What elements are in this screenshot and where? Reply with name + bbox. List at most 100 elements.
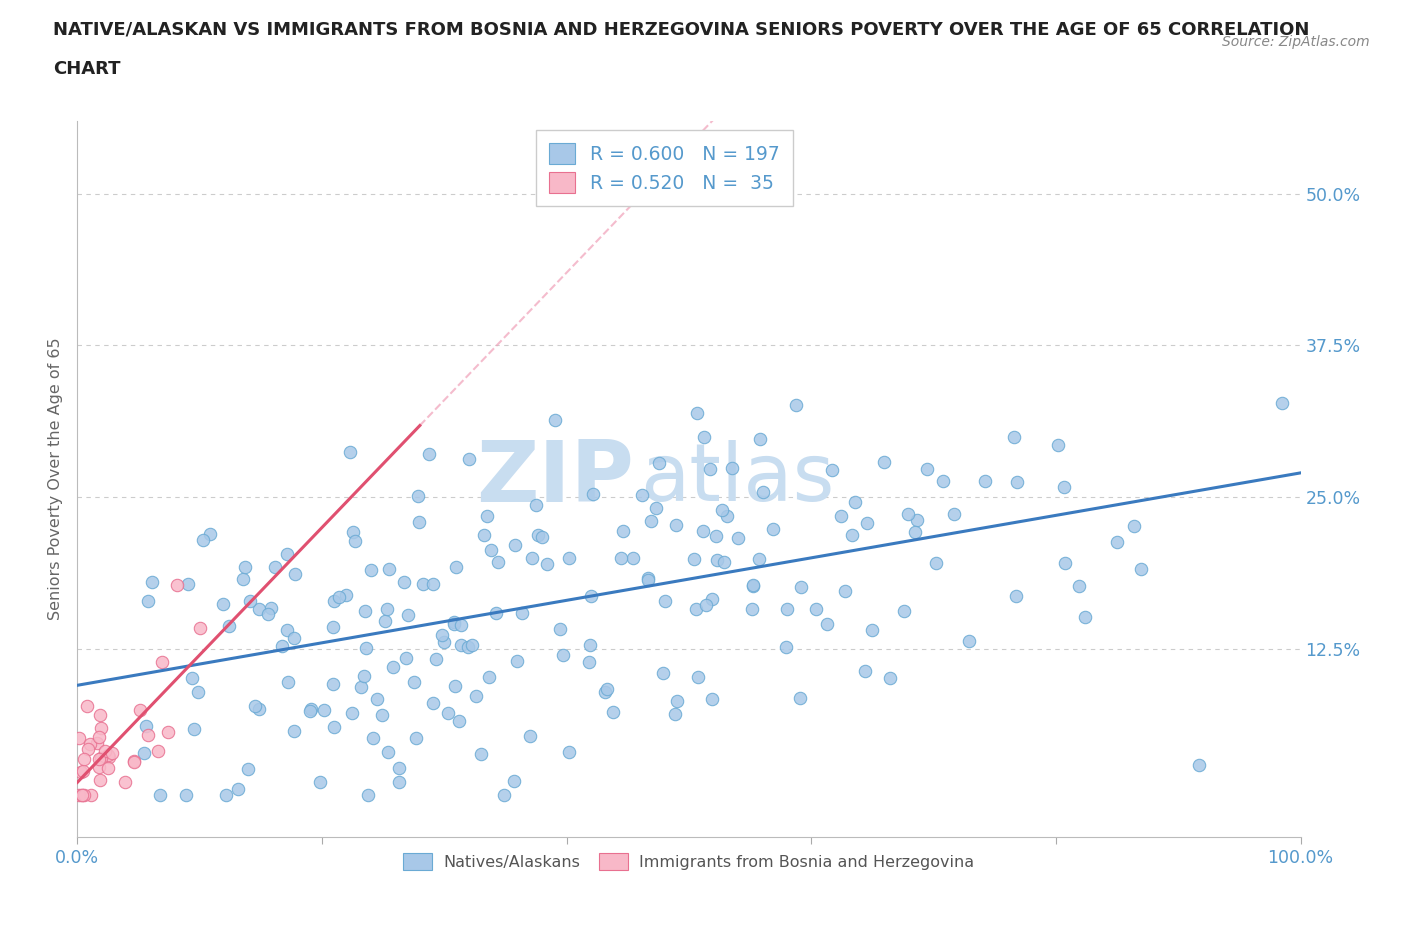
Point bbox=[260, 601, 283, 616]
Point bbox=[693, 430, 716, 445]
Text: atlas: atlas bbox=[640, 440, 834, 518]
Point bbox=[141, 575, 163, 590]
Point bbox=[247, 702, 270, 717]
Point bbox=[437, 706, 460, 721]
Point bbox=[114, 775, 136, 790]
Point bbox=[444, 559, 467, 574]
Point bbox=[582, 486, 605, 501]
Point bbox=[974, 474, 997, 489]
Point bbox=[1122, 518, 1144, 533]
Point bbox=[277, 674, 299, 689]
Point bbox=[132, 746, 155, 761]
Point bbox=[236, 762, 259, 777]
Point bbox=[212, 596, 235, 611]
Point bbox=[503, 773, 526, 788]
Point bbox=[458, 452, 481, 467]
Point bbox=[1005, 589, 1028, 604]
Point bbox=[77, 742, 100, 757]
Point bbox=[844, 495, 866, 510]
Point bbox=[1005, 474, 1028, 489]
Point bbox=[73, 751, 96, 766]
Legend: Natives/Alaskans, Immigrants from Bosnia and Herzegovina: Natives/Alaskans, Immigrants from Bosnia… bbox=[391, 840, 987, 883]
Point bbox=[72, 764, 94, 778]
Point bbox=[218, 618, 240, 633]
Point bbox=[578, 654, 600, 669]
Point bbox=[188, 621, 211, 636]
Point bbox=[720, 460, 742, 475]
Point bbox=[524, 498, 547, 512]
Point bbox=[1053, 480, 1076, 495]
Point bbox=[664, 707, 686, 722]
Point bbox=[232, 571, 254, 586]
Point bbox=[1002, 430, 1025, 445]
Point bbox=[80, 787, 103, 802]
Point bbox=[214, 787, 236, 802]
Text: Source: ZipAtlas.com: Source: ZipAtlas.com bbox=[1222, 35, 1369, 49]
Point bbox=[339, 445, 361, 459]
Point bbox=[257, 607, 280, 622]
Point bbox=[90, 721, 112, 736]
Point bbox=[470, 747, 492, 762]
Point bbox=[243, 698, 266, 713]
Point bbox=[149, 787, 172, 802]
Point bbox=[301, 701, 323, 716]
Point bbox=[87, 760, 110, 775]
Point bbox=[150, 654, 173, 669]
Point bbox=[478, 670, 501, 684]
Point bbox=[596, 681, 619, 696]
Point bbox=[366, 692, 388, 707]
Point bbox=[1046, 438, 1069, 453]
Point bbox=[67, 787, 90, 802]
Point bbox=[70, 787, 93, 802]
Point bbox=[177, 577, 200, 591]
Point bbox=[404, 675, 426, 690]
Point bbox=[101, 746, 124, 761]
Point bbox=[479, 542, 502, 557]
Point bbox=[486, 555, 509, 570]
Point bbox=[742, 578, 765, 593]
Point bbox=[873, 455, 896, 470]
Point bbox=[308, 774, 330, 789]
Point bbox=[692, 524, 714, 538]
Point bbox=[1067, 578, 1090, 593]
Point bbox=[67, 730, 90, 745]
Point bbox=[361, 731, 384, 746]
Point bbox=[1074, 609, 1097, 624]
Point bbox=[381, 659, 404, 674]
Point bbox=[716, 509, 738, 524]
Point bbox=[637, 573, 659, 588]
Point bbox=[89, 707, 111, 722]
Point bbox=[328, 590, 350, 604]
Point bbox=[89, 772, 111, 787]
Point bbox=[1188, 758, 1211, 773]
Point bbox=[544, 413, 567, 428]
Point bbox=[550, 621, 572, 636]
Point bbox=[79, 737, 101, 751]
Point bbox=[685, 602, 707, 617]
Point bbox=[699, 462, 721, 477]
Point bbox=[472, 527, 495, 542]
Point bbox=[247, 601, 270, 616]
Point bbox=[695, 598, 717, 613]
Point bbox=[342, 705, 364, 720]
Point bbox=[343, 533, 366, 548]
Point bbox=[87, 730, 110, 745]
Point bbox=[124, 753, 146, 768]
Point bbox=[405, 731, 427, 746]
Point bbox=[264, 560, 287, 575]
Point bbox=[412, 577, 434, 591]
Point bbox=[284, 566, 307, 581]
Point bbox=[70, 764, 93, 779]
Point bbox=[915, 462, 938, 477]
Point bbox=[377, 744, 399, 759]
Point bbox=[741, 578, 763, 592]
Point bbox=[531, 529, 554, 544]
Point bbox=[322, 719, 344, 734]
Point bbox=[335, 588, 357, 603]
Point bbox=[748, 551, 770, 566]
Point bbox=[322, 619, 344, 634]
Point bbox=[713, 555, 735, 570]
Point bbox=[406, 489, 429, 504]
Point bbox=[70, 787, 93, 802]
Point bbox=[860, 623, 883, 638]
